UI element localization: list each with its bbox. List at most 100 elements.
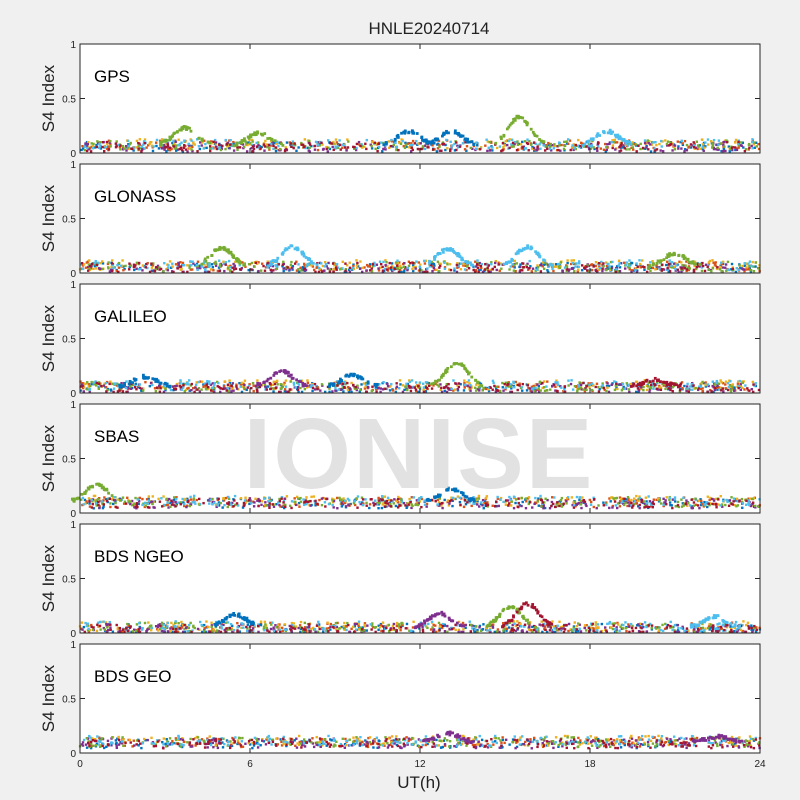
peak-point	[662, 258, 666, 262]
data-point	[406, 505, 409, 508]
data-point	[362, 382, 366, 385]
data-point	[566, 496, 570, 499]
data-point	[200, 388, 203, 391]
data-point	[749, 270, 753, 274]
data-point	[673, 500, 677, 503]
data-point	[187, 142, 190, 146]
data-point	[631, 506, 634, 509]
data-point	[85, 382, 89, 385]
data-point	[297, 267, 300, 271]
data-point	[186, 497, 189, 501]
peak-point	[453, 129, 457, 133]
data-point	[332, 142, 335, 145]
data-point	[446, 499, 450, 502]
data-point	[430, 498, 434, 502]
data-point	[332, 270, 335, 273]
peak-point	[596, 132, 600, 136]
data-point	[274, 264, 277, 267]
data-point	[587, 147, 591, 151]
data-point	[225, 142, 229, 145]
data-point	[289, 142, 293, 145]
data-point	[332, 268, 335, 271]
data-point	[690, 383, 693, 386]
data-point	[443, 267, 447, 270]
data-point	[536, 147, 539, 150]
peak-point	[200, 262, 204, 266]
data-point	[602, 148, 606, 151]
data-point	[294, 500, 297, 504]
data-point	[427, 381, 430, 385]
data-point	[361, 266, 364, 270]
data-point	[692, 501, 696, 504]
data-point	[268, 146, 271, 150]
peak-point	[595, 135, 599, 138]
data-point	[124, 264, 127, 268]
data-point	[363, 387, 367, 390]
peak-point	[100, 483, 103, 487]
data-point	[540, 262, 543, 265]
figure-title: HNLE20240714	[369, 19, 490, 38]
data-point	[658, 384, 661, 388]
peak-point	[468, 140, 471, 144]
data-point	[406, 142, 409, 145]
data-point	[592, 265, 595, 268]
data-point	[347, 268, 351, 272]
data-point	[259, 269, 263, 272]
data-point	[438, 145, 441, 148]
data-point	[545, 385, 548, 388]
data-point	[432, 384, 435, 387]
data-point	[388, 146, 391, 150]
data-point	[93, 146, 97, 149]
data-point	[206, 386, 210, 389]
data-point	[272, 380, 276, 384]
data-point	[706, 138, 710, 141]
data-point	[265, 388, 269, 391]
data-point	[685, 269, 688, 273]
data-point	[257, 497, 260, 501]
data-point	[513, 263, 516, 267]
peak-point	[608, 129, 612, 133]
data-point	[565, 269, 568, 273]
peak-point	[130, 381, 134, 384]
data-point	[400, 270, 403, 274]
data-point	[410, 142, 413, 145]
data-point	[418, 265, 422, 269]
data-point	[309, 499, 312, 503]
data-point	[280, 497, 283, 500]
data-point	[318, 142, 321, 145]
data-point	[397, 495, 400, 499]
data-point	[110, 269, 114, 273]
peak-point	[256, 131, 260, 135]
data-point	[169, 505, 172, 508]
data-point	[127, 142, 130, 146]
data-point	[592, 496, 595, 499]
peak-point	[631, 384, 635, 388]
data-point	[664, 383, 667, 387]
data-point	[670, 264, 673, 268]
data-point	[565, 265, 569, 268]
data-point	[314, 499, 317, 503]
data-point	[405, 385, 408, 388]
panel-label: GLONASS	[94, 187, 176, 206]
data-point	[142, 143, 145, 146]
data-point	[283, 388, 287, 391]
data-point	[543, 389, 547, 393]
data-point	[210, 142, 213, 145]
data-point	[675, 264, 678, 267]
data-point	[641, 265, 645, 268]
data-point	[495, 505, 498, 508]
data-point	[342, 390, 345, 393]
data-point	[582, 381, 585, 385]
data-point	[153, 506, 156, 509]
data-point	[140, 389, 143, 392]
data-point	[500, 263, 503, 266]
data-point	[334, 145, 337, 148]
data-point	[80, 498, 83, 501]
y-tick-label: 0	[70, 269, 76, 280]
data-point	[605, 501, 608, 504]
data-point	[397, 148, 400, 152]
data-point	[393, 267, 396, 271]
data-point	[459, 503, 462, 507]
data-point	[514, 380, 517, 384]
